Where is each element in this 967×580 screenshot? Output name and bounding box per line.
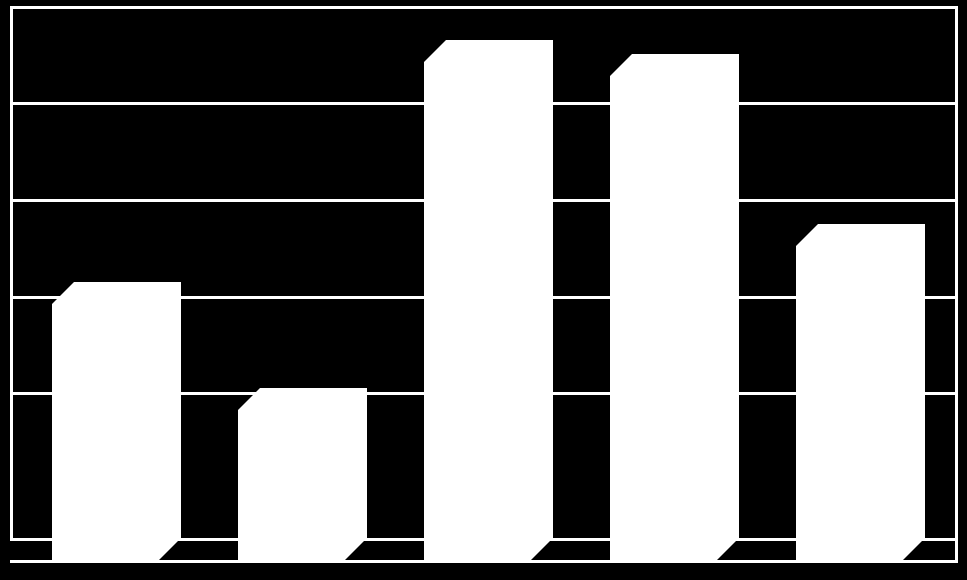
bar xyxy=(0,0,967,580)
bars-container xyxy=(0,0,967,580)
bar-silhouette xyxy=(0,0,967,580)
chart-frame-bottom xyxy=(10,560,958,563)
bar-chart-3d xyxy=(0,0,967,580)
